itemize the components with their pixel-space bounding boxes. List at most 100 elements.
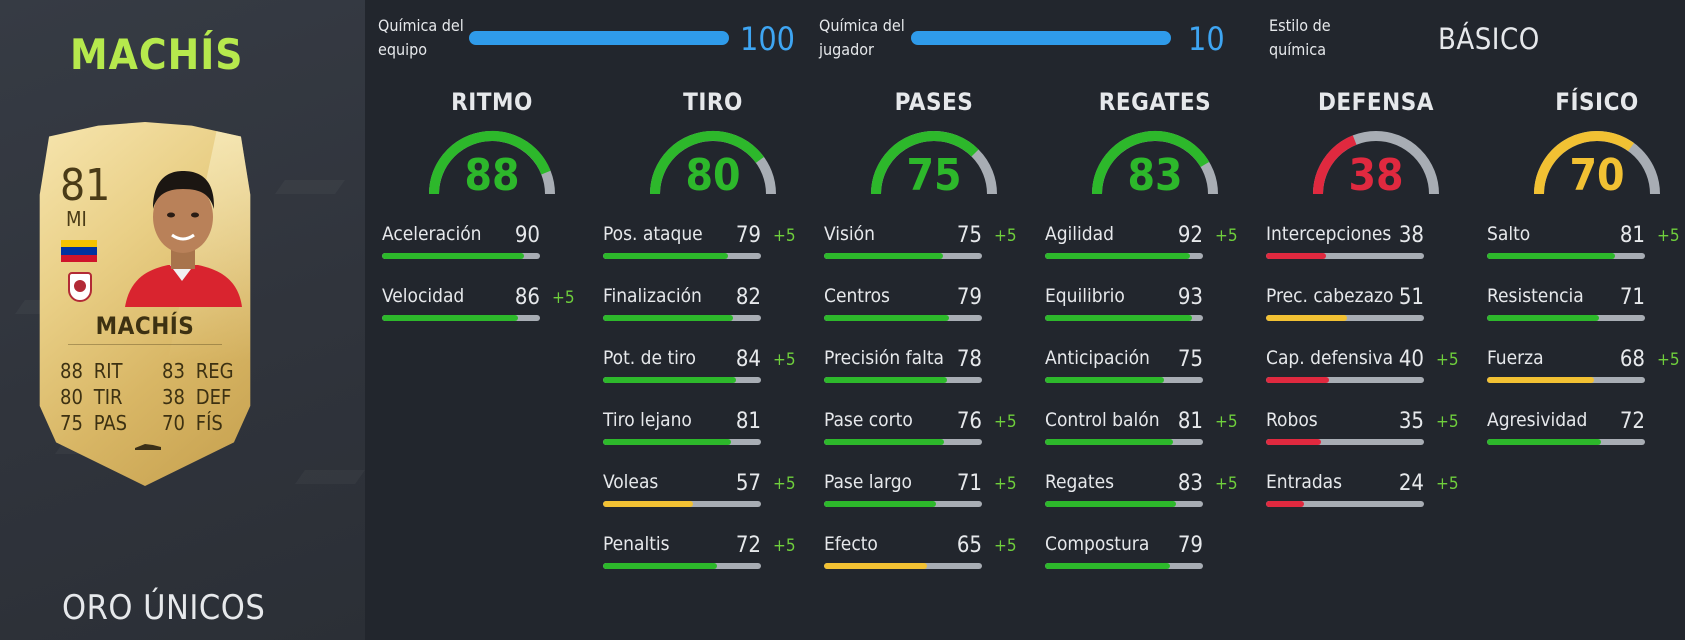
stat-name: Control balón — [1045, 409, 1160, 431]
stat-value: 81 — [1619, 223, 1645, 248]
stat-value: 82 — [735, 285, 761, 310]
stat-row[interactable]: Control balón 81 +5 — [1045, 409, 1265, 469]
card-stat: 80 TIR — [60, 385, 123, 409]
stat-row[interactable]: Precisión falta 78 — [824, 347, 1044, 407]
category-name: PASES — [894, 88, 974, 116]
stat-bar — [1266, 253, 1424, 259]
stat-bonus: +5 — [773, 474, 796, 494]
stat-row[interactable]: Agresividad 72 — [1487, 409, 1685, 469]
card-stat: 75 PAS — [60, 411, 127, 435]
stat-bar-fill — [824, 563, 927, 569]
stat-row[interactable]: Entradas 24 +5 — [1266, 471, 1486, 531]
stat-bar-fill — [1045, 315, 1192, 321]
card-stat-label: TIR — [88, 385, 123, 409]
stat-bonus: +5 — [994, 412, 1017, 432]
stat-bar-fill — [603, 253, 728, 259]
stat-value: 92 — [1177, 223, 1203, 248]
stat-bonus: +5 — [1657, 350, 1680, 370]
stat-name: Regates — [1045, 471, 1114, 493]
stat-row[interactable]: Intercepciones 38 — [1266, 223, 1486, 283]
stat-row[interactable]: Equilibrio 93 — [1045, 285, 1265, 345]
stat-value: 51 — [1398, 285, 1424, 310]
stat-name: Tiro lejano — [603, 409, 692, 431]
player-card[interactable]: 81 MI MACHÍS 88 RIT 80 TIR 75 PAS 83 REG 38 … — [39, 122, 251, 486]
stat-value: 72 — [735, 533, 761, 558]
stat-value: 79 — [1177, 533, 1203, 558]
stat-name: Prec. cabezazo — [1266, 285, 1394, 307]
stat-value: 38 — [1398, 223, 1424, 248]
stat-row[interactable]: Pos. ataque 79 +5 — [603, 223, 823, 283]
stat-value: 71 — [1619, 285, 1645, 310]
stat-row[interactable]: Compostura 79 — [1045, 533, 1265, 593]
card-divider — [68, 344, 222, 345]
stat-name: Precisión falta — [824, 347, 945, 369]
stat-bonus: +5 — [1215, 226, 1238, 246]
stat-row[interactable]: Tiro lejano 81 — [603, 409, 823, 469]
stat-value: 81 — [735, 409, 761, 434]
stat-name: Anticipación — [1045, 347, 1150, 369]
stat-bar-fill — [1266, 315, 1347, 321]
category-value: 83 — [1127, 150, 1183, 201]
stat-row[interactable]: Robos 35 +5 — [1266, 409, 1486, 469]
stat-name: Equilibrio — [1045, 285, 1125, 307]
stat-value: 83 — [1177, 471, 1203, 496]
stat-value: 76 — [956, 409, 982, 434]
stat-bar — [1045, 315, 1203, 321]
stat-row[interactable]: Cap. defensiva 40 +5 — [1266, 347, 1486, 407]
stat-name: Fuerza — [1487, 347, 1544, 369]
chemistry-style-value[interactable]: BÁSICO — [1438, 22, 1540, 56]
stat-row[interactable]: Efecto 65 +5 — [824, 533, 1044, 593]
stat-row[interactable]: Aceleración 90 — [382, 223, 602, 283]
stat-bar-fill — [824, 377, 948, 383]
stat-bar — [603, 501, 761, 507]
stat-bar-fill — [1487, 377, 1595, 383]
stat-bonus: +5 — [1215, 412, 1238, 432]
stat-row[interactable]: Regates 83 +5 — [1045, 471, 1265, 531]
stat-value: 71 — [956, 471, 982, 496]
stat-row[interactable]: Finalización 82 — [603, 285, 823, 345]
stat-bar-fill — [1487, 253, 1615, 259]
stat-row[interactable]: Pase largo 71 +5 — [824, 471, 1044, 531]
stat-bar-fill — [1266, 377, 1330, 383]
stat-row[interactable]: Prec. cabezazo 51 — [1266, 285, 1486, 345]
stat-row[interactable]: Penaltis 72 +5 — [603, 533, 823, 593]
stat-row[interactable]: Salto 81 +5 — [1487, 223, 1685, 283]
stat-bonus: +5 — [552, 288, 575, 308]
stat-row[interactable]: Resistencia 71 — [1487, 285, 1685, 345]
stat-bar — [603, 439, 761, 445]
gauge-fill — [1534, 131, 1635, 195]
stat-bonus: +5 — [1436, 350, 1459, 370]
stat-value: 72 — [1619, 409, 1645, 434]
stat-name: Voleas — [603, 471, 659, 493]
stat-name: Finalización — [603, 285, 702, 307]
stat-row[interactable]: Pot. de tiro 84 +5 — [603, 347, 823, 407]
stat-bar — [824, 253, 982, 259]
stat-bar — [1266, 439, 1424, 445]
stat-name: Robos — [1266, 409, 1318, 431]
background-stripe — [295, 470, 365, 484]
card-stat-value: 83 — [162, 359, 185, 383]
stat-row[interactable]: Anticipación 75 — [1045, 347, 1265, 407]
category-gauge — [1534, 131, 1660, 195]
stat-bar-fill — [603, 377, 736, 383]
stat-row[interactable]: Visión 75 +5 — [824, 223, 1044, 283]
category-gauge — [871, 131, 997, 195]
stat-row[interactable]: Velocidad 86 +5 — [382, 285, 602, 345]
stat-row[interactable]: Voleas 57 +5 — [603, 471, 823, 531]
stat-value: 79 — [735, 223, 761, 248]
stat-bar — [824, 501, 982, 507]
stat-bar-fill — [1045, 253, 1191, 259]
stat-row[interactable]: Agilidad 92 +5 — [1045, 223, 1265, 283]
stat-row[interactable]: Pase corto 76 +5 — [824, 409, 1044, 469]
boot-icon — [135, 444, 161, 450]
category-gauge — [1092, 131, 1218, 195]
stat-bar-fill — [382, 253, 525, 259]
stat-row[interactable]: Centros 79 — [824, 285, 1044, 345]
stat-row[interactable]: Fuerza 68 +5 — [1487, 347, 1685, 407]
card-position: MI — [66, 207, 87, 231]
stat-bar-fill — [603, 501, 694, 507]
stat-bonus: +5 — [773, 226, 796, 246]
card-stat: 83 REG — [162, 359, 234, 383]
gauge-fill — [429, 131, 551, 195]
card-stat-value: 38 — [162, 385, 185, 409]
